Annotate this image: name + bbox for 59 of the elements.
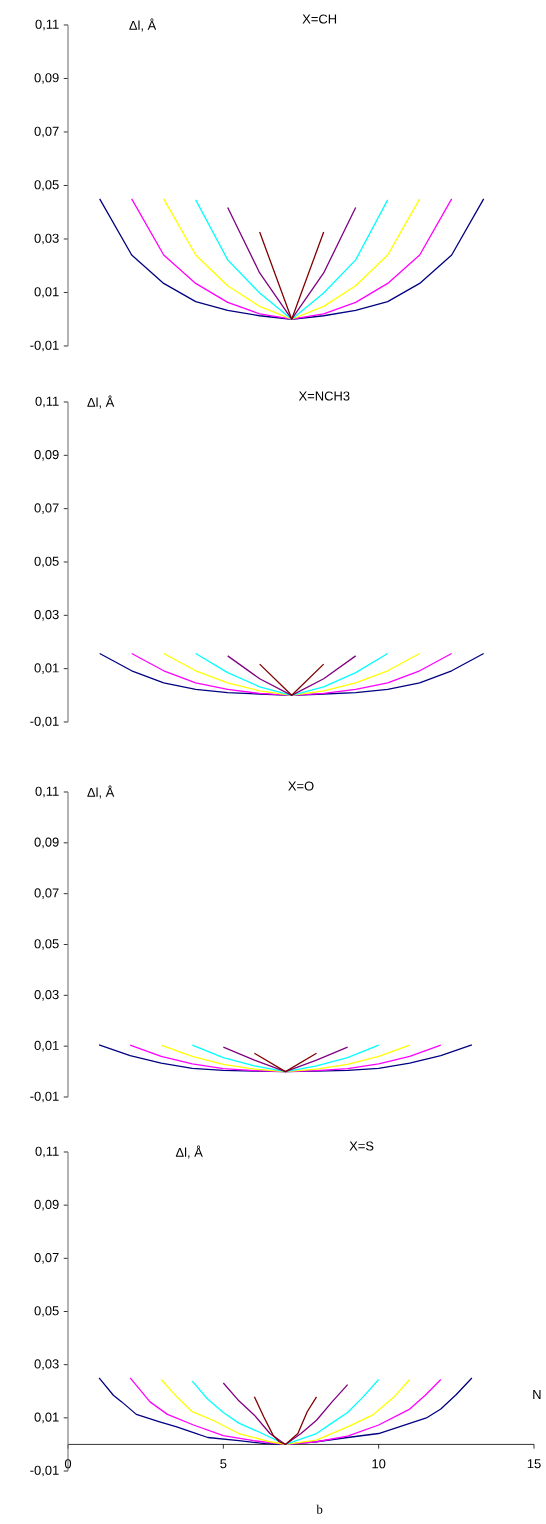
y-tick-label: 0,09 — [34, 1199, 59, 1211]
y-tick-label: 0,07 — [34, 126, 59, 138]
y-tick-label: 0,05 — [34, 556, 59, 568]
line-series — [98, 1377, 473, 1446]
line-series — [99, 198, 485, 320]
y-tick-label: 0,03 — [34, 609, 59, 621]
y-tick-label: 0,11 — [35, 396, 59, 408]
line-series — [160, 1378, 411, 1446]
y-tick-label: 0,01 — [34, 1412, 59, 1424]
chart-title: X=CH — [302, 14, 337, 24]
y-tick-label: 0,07 — [34, 888, 59, 900]
x-tick-label: 5 — [220, 1459, 227, 1469]
y-tick-label: 0,09 — [34, 73, 59, 84]
y-tick-label: 0,03 — [34, 233, 59, 245]
x-tick-label: 15 — [527, 1459, 541, 1469]
y-tick-label: 0,11 — [35, 786, 59, 798]
y-tick-label: 0,01 — [34, 1040, 59, 1052]
y-axis-title: Δl, Å — [87, 785, 115, 799]
y-axis-title: Δl, Å — [175, 1145, 203, 1159]
y-tick-label: 0,05 — [34, 939, 59, 950]
line-series — [222, 1382, 349, 1446]
y-tick-label: 0,03 — [34, 1359, 59, 1371]
x-axis-title: N — [533, 1389, 541, 1399]
y-tick-label: 0,11 — [35, 19, 59, 31]
x-tick-label: 0 — [64, 1459, 72, 1469]
y-tick-label: 0,01 — [34, 663, 59, 675]
y-tick-label: 0,05 — [34, 1306, 59, 1317]
y-tick-label: 0,05 — [34, 180, 59, 191]
text: b — [316, 1504, 323, 1514]
line-series — [163, 198, 421, 320]
y-tick-label: -0,01 — [30, 1465, 59, 1477]
y-axis-title: Δl, Å — [129, 18, 157, 32]
x-tick-label: 10 — [372, 1459, 386, 1469]
chart-title: X=O — [288, 781, 314, 791]
line-series — [129, 1044, 442, 1073]
y-axis-title: Δl, Å — [87, 395, 115, 409]
y-tick-label: 0,09 — [34, 449, 59, 461]
line-series — [131, 652, 453, 696]
y-tick-label: 0,07 — [34, 1252, 59, 1264]
y-tick-label: 0,01 — [34, 287, 59, 298]
y-tick-label: -0,01 — [30, 716, 59, 728]
line-series — [163, 652, 421, 696]
line-series — [131, 198, 453, 320]
y-tick-label: 0,09 — [34, 837, 59, 849]
y-tick-label: 0,07 — [34, 503, 59, 514]
line-series — [195, 652, 389, 696]
line-series — [253, 1396, 318, 1446]
line-series — [191, 1378, 380, 1446]
y-tick-label: -0,01 — [30, 340, 59, 352]
chart-title: X=S — [349, 1141, 374, 1151]
y-tick-label: -0,01 — [30, 1091, 59, 1103]
line-series — [99, 652, 485, 696]
line-series — [160, 1044, 411, 1073]
y-tick-label: 0,03 — [34, 989, 59, 1001]
line-series — [191, 1044, 380, 1073]
line-series — [195, 199, 389, 320]
chart-title: X=NCH3 — [298, 391, 350, 401]
y-tick-label: 0,11 — [35, 1146, 59, 1158]
line-series — [129, 1377, 442, 1446]
